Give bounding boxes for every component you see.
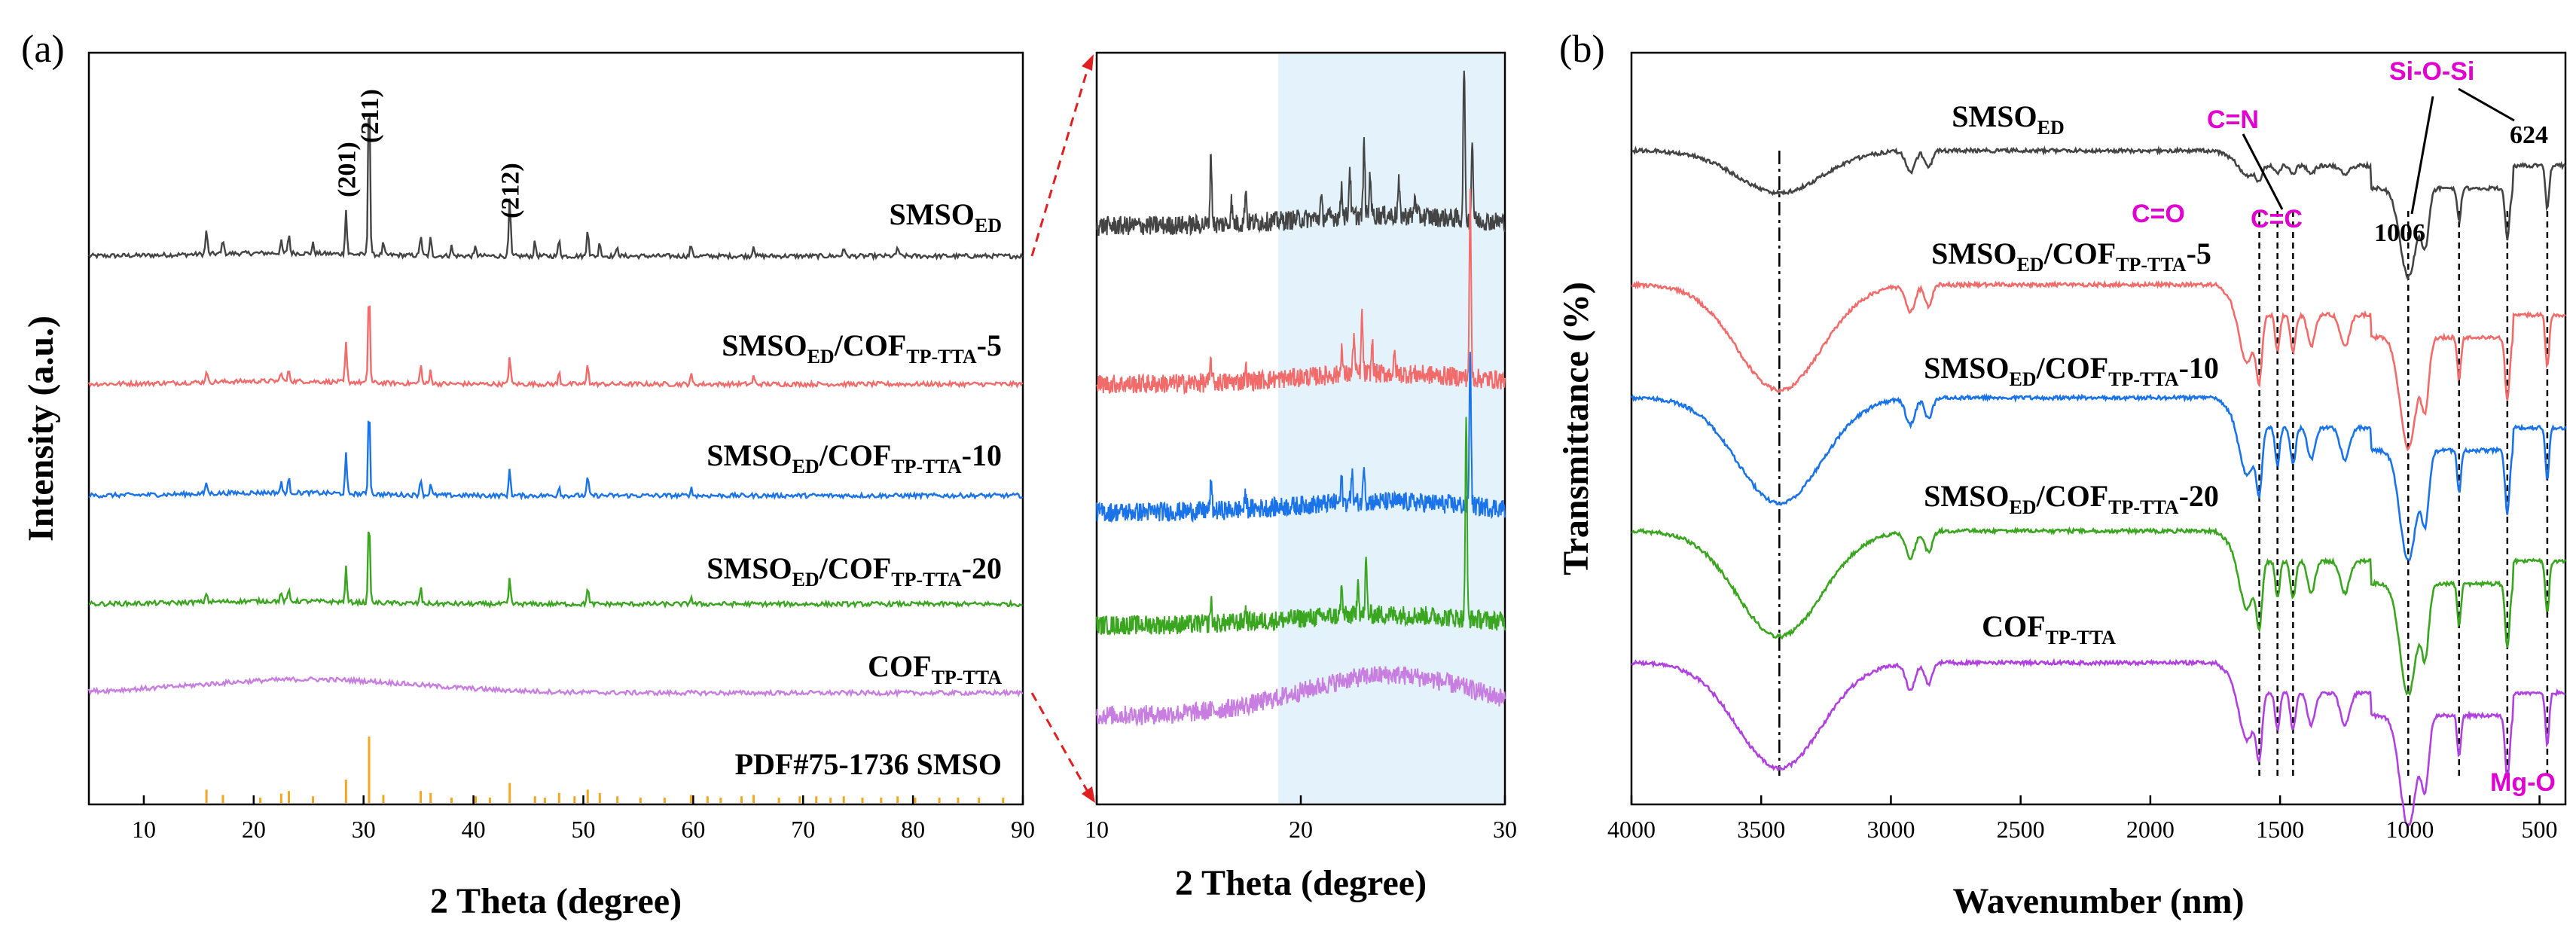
panel-b-frame [1630,51,2567,806]
series-label: SMSOED/COFTP-TTA-5 [1931,236,2211,276]
ftir-series-1 [1631,279,2566,452]
annot-si-o-si: Si-O-Si [2389,57,2474,86]
b-tick-label: 3000 [1866,816,1915,843]
series-label: SMSOED/COFTP-TTA-10 [1924,351,2219,390]
annot-mg-o: Mg-O [2490,768,2556,797]
panel-b-ftir: 4000 3500 3000 2500 2000 1500 1000 500 SMSOEDSM… [1556,51,2567,921]
zoom-series-1 [1096,188,1506,395]
series-label: SMSOED/COFTP-TTA-20 [707,551,1002,590]
zoom-series-4 [1096,666,1506,728]
zoom-arrow-top [1030,58,1092,257]
series-label: COFTP-TTA [868,649,1002,688]
series-label: SMSOED [1952,99,2064,139]
panel-a-series-labels: SMSOED SMSOED/COFTP-TTA-5 SMSOED/COFTP-TTA… [707,197,1002,781]
panel-b-x-title: Wavenumber (nm) [1952,881,2244,921]
a-tick-label: 20 [242,816,266,843]
a-tick-label: 80 [901,816,925,843]
a-tick-label: 10 [132,816,156,843]
panel-b-series-group [1630,145,2567,829]
panel-a-series-group [87,115,1024,698]
series-label: SMSOED/COFTP-TTA-5 [722,328,1002,368]
panel-zoom: 10 20 30 2 Theta (degree) [1030,51,1517,903]
b-tick-label: 1500 [2256,816,2304,843]
zoom-arrow-top-head [1082,54,1094,71]
zoom-series-3 [1096,417,1506,636]
arrow-624 [2458,87,2515,122]
a-tick-label: 40 [462,816,486,843]
b-tick-label: 500 [2522,816,2558,843]
series-label: SMSOED/COFTP-TTA-20 [1924,479,2219,518]
panel-a-label: (a) [21,28,65,71]
series-label: COFTP-TTA [1982,609,2116,648]
annot-c-n: C=N [2207,105,2259,134]
a-tick-label: 50 [571,816,595,843]
arrow-c-n [2242,133,2284,210]
b-tick-label: 4000 [1607,816,1656,843]
annot-c-o: C=O [2132,200,2185,228]
panel-b-annotations: C=N C=O C=C Si-O-Si Mg-O 1006 624 [2132,57,2556,797]
a-tick-label: 30 [352,816,376,843]
a-tick-label: 90 [1011,816,1035,843]
panel-b-x-ticks: 4000 3500 3000 2500 2000 1500 1000 500 [1607,795,2558,843]
b-tick-label: 3500 [1737,816,1785,843]
panel-b-guide-lines [1778,151,2549,776]
panel-a-frame [87,51,1024,806]
zoom-tick-label: 10 [1085,816,1109,843]
zoom-x-ticks: 10 20 30 [1085,795,1517,843]
zoom-arrow-bottom-head [1082,786,1095,803]
zoom-series-2 [1096,352,1506,523]
peak-label: (212) [497,163,525,218]
annot-624: 624 [2510,121,2548,149]
ftir-series-2 [1630,392,2567,561]
b-tick-label: 1000 [2385,816,2434,843]
zoom-arrow-bottom [1030,692,1092,798]
zoom-series-group [1096,70,1506,728]
xrd-series-3 [88,531,1023,609]
xrd-series-0 [88,115,1024,261]
arrow-si-o-si [2410,96,2434,215]
panel-a-peak-labels: (201)(211) (212) [333,89,524,218]
series-label: SMSOED [890,197,1002,236]
zoom-series-0 [1096,70,1506,236]
peak-label: (201) [333,142,361,197]
xrd-series-2 [88,420,1024,501]
zoom-tick-label: 30 [1493,816,1517,843]
ftir-series-3 [1631,526,2567,697]
panel-a-y-title: Intensity (a.u.) [21,316,61,542]
zoom-tick-label: 20 [1289,816,1313,843]
annot-1006: 1006 [2374,219,2425,247]
reference-label: PDF#75-1736 SMSO [735,747,1002,781]
xrd-series-4 [87,675,1024,698]
zoom-x-title: 2 Theta (degree) [1175,863,1427,903]
panel-b-label: (b) [1559,28,1605,71]
xrd-series-1 [87,305,1024,389]
panel-b-y-title: Transmittance (%) [1556,282,1596,575]
a-tick-label: 60 [681,816,705,843]
series-label: SMSOED/COFTP-TTA-10 [707,438,1002,478]
b-tick-label: 2500 [1997,816,2045,843]
annot-c-c: C=C [2251,205,2303,233]
ftir-series-0 [1631,145,2567,282]
peak-label: (211) [356,89,384,143]
panel-a-xrd: 10 20 30 40 50 60 70 80 90 SMSOED SMSOED/COFTP-TT… [21,51,1035,921]
panel-a-x-ticks: 10 20 30 40 50 60 70 80 90 [132,795,1035,843]
panel-a-x-title: 2 Theta (degree) [430,881,682,921]
a-tick-label: 70 [791,816,815,843]
panel-a-reference-sticks [205,737,1005,803]
b-tick-label: 2000 [2126,816,2175,843]
panel-b-series-labels: SMSOED SMSOED/COFTP-TTA-5 SMSOED/COFTP-TTA… [1924,99,2219,648]
ftir-series-4 [1631,658,2566,829]
